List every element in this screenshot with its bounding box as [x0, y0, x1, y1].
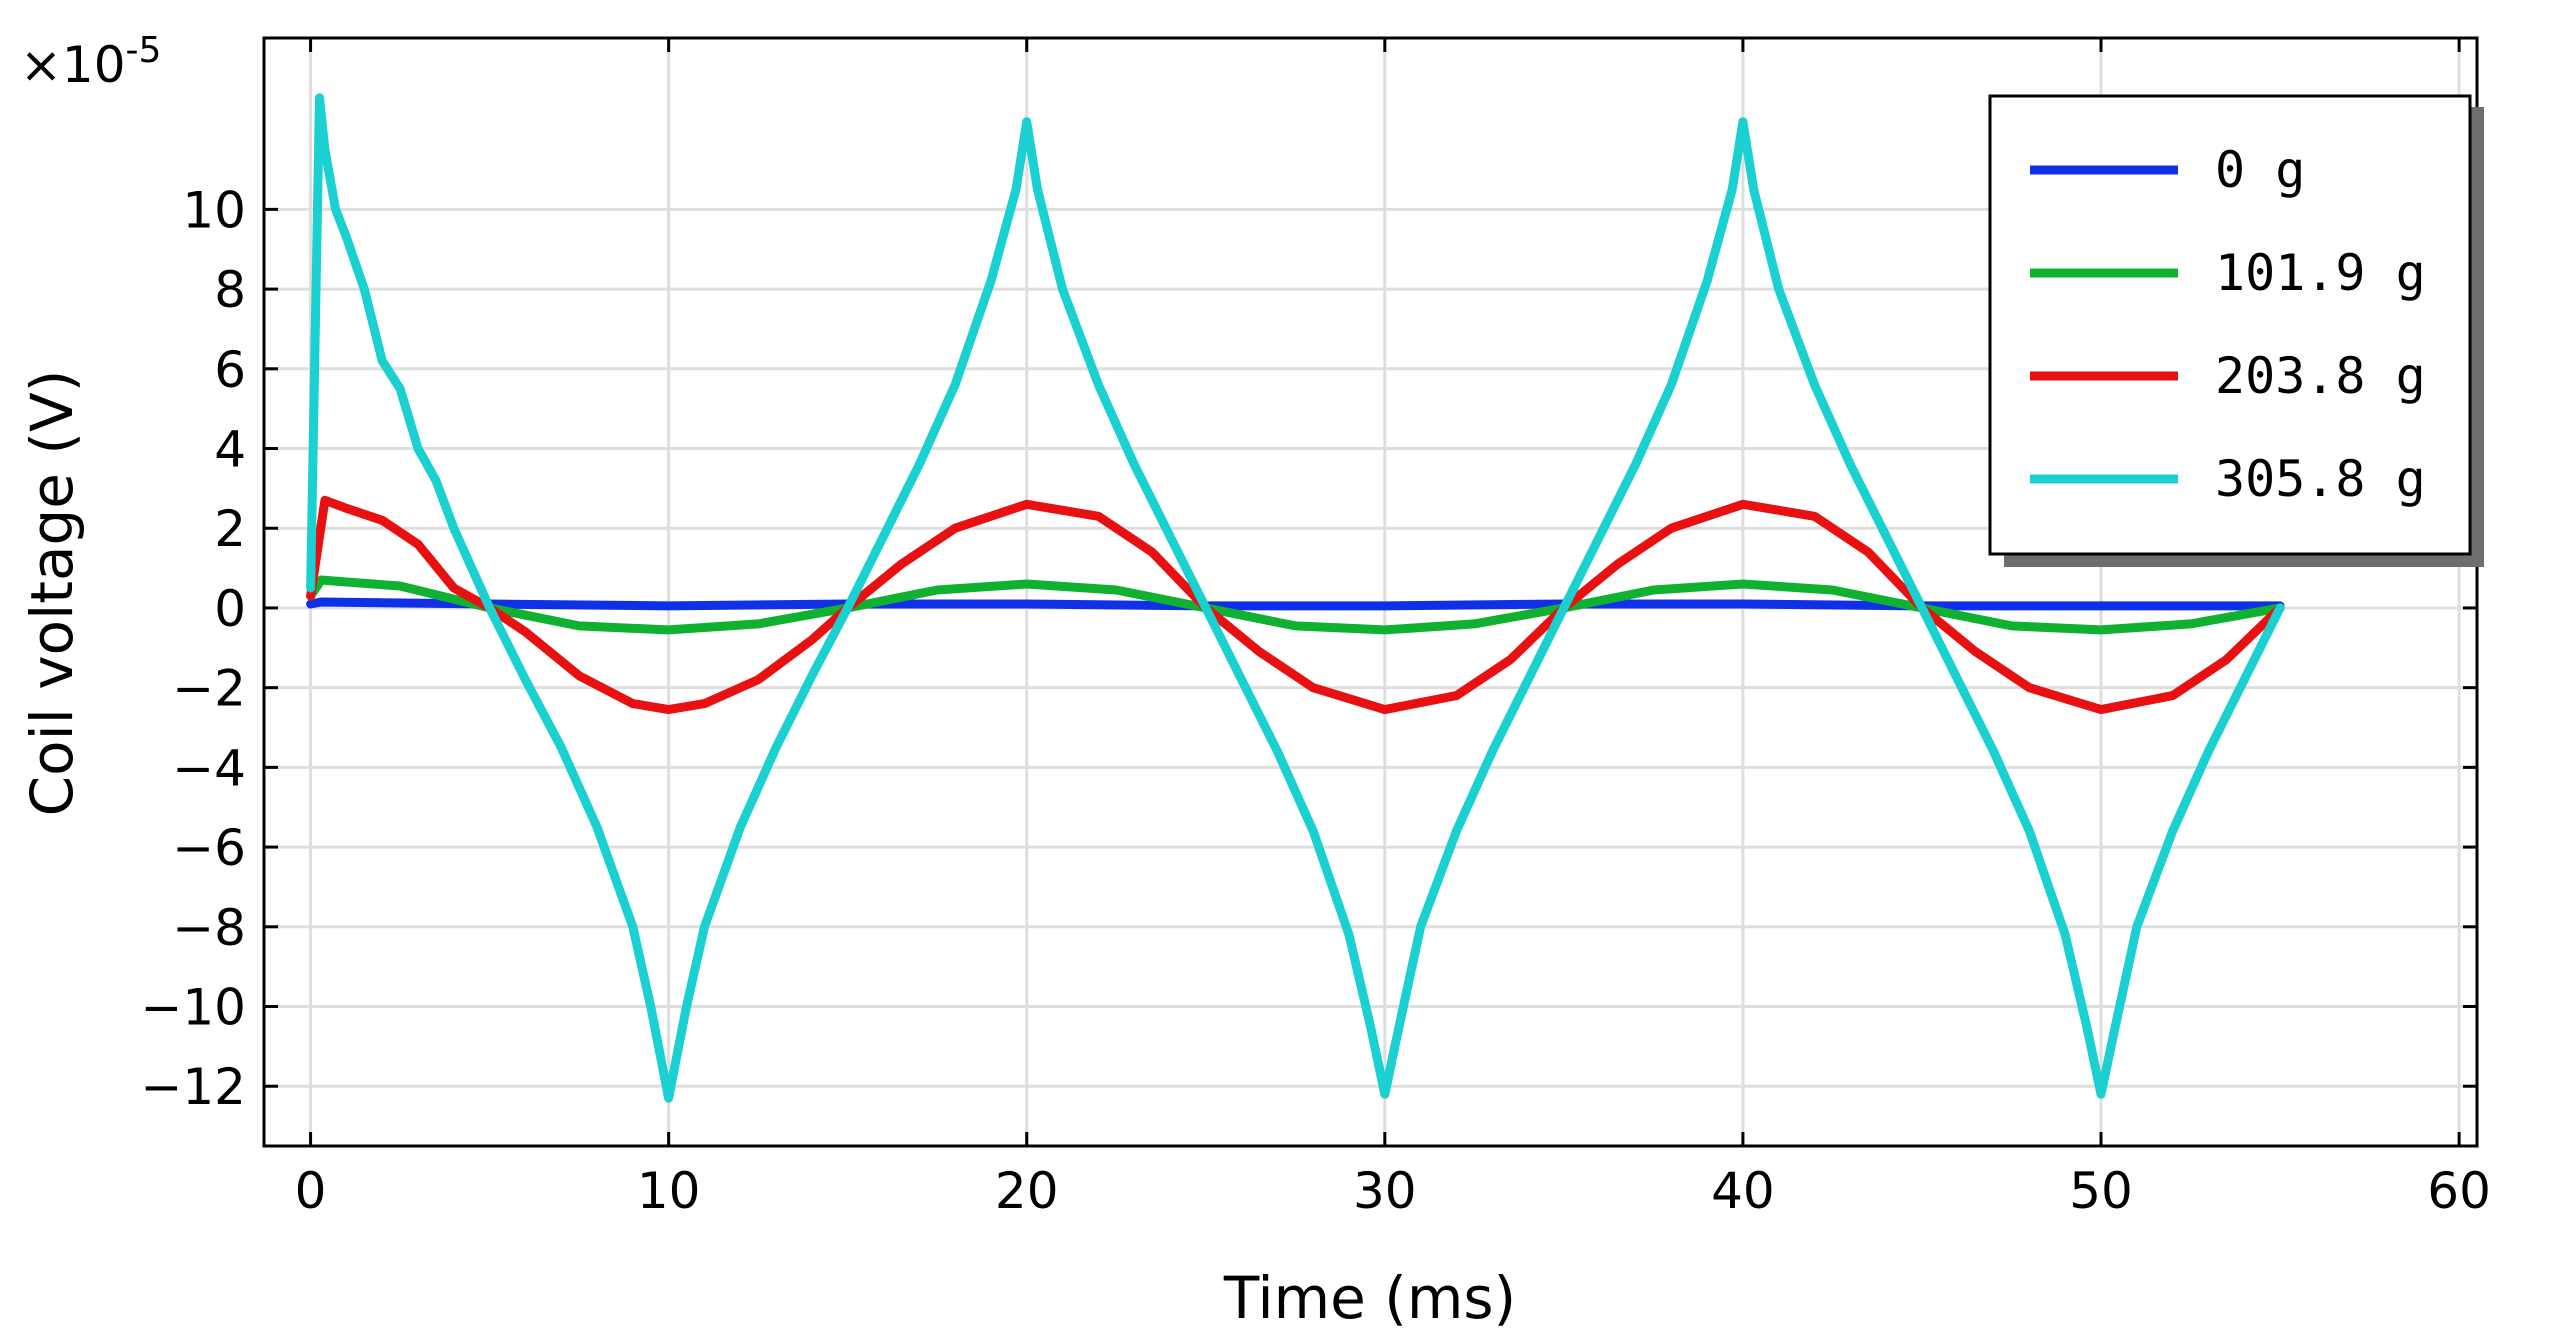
y-axis: −12 −10 −8 −6 −4 −2 0 2 4 6 8 10 — [140, 181, 2477, 1116]
legend-label-101-9-g: 101.9 g — [2215, 244, 2426, 302]
y-axis-title: Coil voltage (V) — [18, 370, 86, 817]
y-tick-label: 2 — [214, 500, 246, 558]
y-tick-label: −10 — [140, 979, 246, 1037]
x-tick-label: 30 — [1353, 1162, 1417, 1220]
y-tick-label: 8 — [214, 261, 246, 319]
legend-label-203-8-g: 203.8 g — [2215, 347, 2426, 405]
legend-label-305-8-g: 305.8 g — [2215, 450, 2426, 508]
legend: 0 g 101.9 g 203.8 g 305.8 g — [1988, 94, 2484, 567]
x-tick-label: 10 — [637, 1162, 701, 1220]
series-line-203-8-g — [306, 495, 2285, 715]
x-tick-label: 0 — [295, 1162, 327, 1220]
series-group — [306, 93, 2285, 1103]
x-tick-label: 20 — [995, 1162, 1059, 1220]
y-tick-label: 6 — [214, 341, 246, 399]
y-tick-label: −2 — [172, 660, 246, 718]
y-tick-label: −6 — [172, 819, 246, 877]
y-tick-label: −4 — [172, 739, 246, 797]
y-tick-label: −8 — [172, 899, 246, 957]
x-axis: 0 10 20 30 40 50 60 — [295, 38, 2491, 1220]
series-line-305-8-g — [306, 93, 2285, 1103]
x-tick-label: 50 — [2069, 1162, 2133, 1220]
y-tick-label: 4 — [214, 421, 246, 479]
y-multiplier: ×10-5 — [20, 30, 161, 94]
x-axis-title: Time (ms) — [1223, 1264, 1516, 1332]
legend-label-0-g: 0 g — [2215, 141, 2305, 199]
y-multiplier-base: ×10 — [20, 36, 126, 94]
y-tick-label: 10 — [182, 181, 246, 239]
series-line-0-g — [306, 597, 2285, 611]
x-tick-label: 60 — [2427, 1162, 2491, 1220]
plot-frame — [262, 36, 2479, 1148]
x-tick-label: 40 — [1711, 1162, 1775, 1220]
y-tick-label: 0 — [214, 580, 246, 638]
y-multiplier-exponent: -5 — [126, 30, 162, 71]
y-tick-label: −12 — [140, 1058, 246, 1116]
